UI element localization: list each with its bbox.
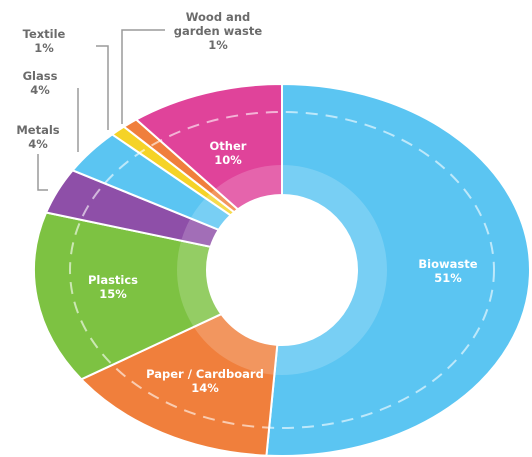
value-label: 1% <box>208 38 228 52</box>
value-label: 14% <box>191 381 219 395</box>
slice-label: Textile 1% <box>14 27 74 55</box>
value-label: 51% <box>434 271 462 285</box>
leader-line <box>37 154 48 191</box>
slice-label: Plastics 15% <box>68 273 158 301</box>
category-name: Glass <box>22 69 58 83</box>
category-name: Wood and garden waste <box>173 10 263 38</box>
dashed-ring <box>69 111 495 429</box>
category-name: Biowaste <box>418 257 478 271</box>
leader-line <box>96 45 109 130</box>
hole <box>207 195 357 345</box>
value-label: 10% <box>214 153 242 167</box>
value-label: 4% <box>28 137 48 151</box>
category-name: Textile <box>22 27 66 41</box>
leader-lines <box>37 29 165 191</box>
slice-label: Biowaste 51% <box>403 257 493 285</box>
slice-label: Wood and garden waste 1% <box>163 10 273 52</box>
slice-label: Metals 4% <box>8 123 68 151</box>
slice-label: Glass 4% <box>10 69 70 97</box>
value-label: 15% <box>99 287 127 301</box>
category-name: Paper / Cardboard <box>146 367 264 381</box>
slice-label: Other 10% <box>188 139 268 167</box>
value-label: 1% <box>34 41 54 55</box>
leader-line <box>121 29 165 124</box>
category-name: Plastics <box>87 273 139 287</box>
category-name: Other <box>209 139 247 153</box>
category-name: Metals <box>16 123 60 137</box>
slice-label: Paper / Cardboard 14% <box>135 367 275 395</box>
value-label: 4% <box>30 83 50 97</box>
